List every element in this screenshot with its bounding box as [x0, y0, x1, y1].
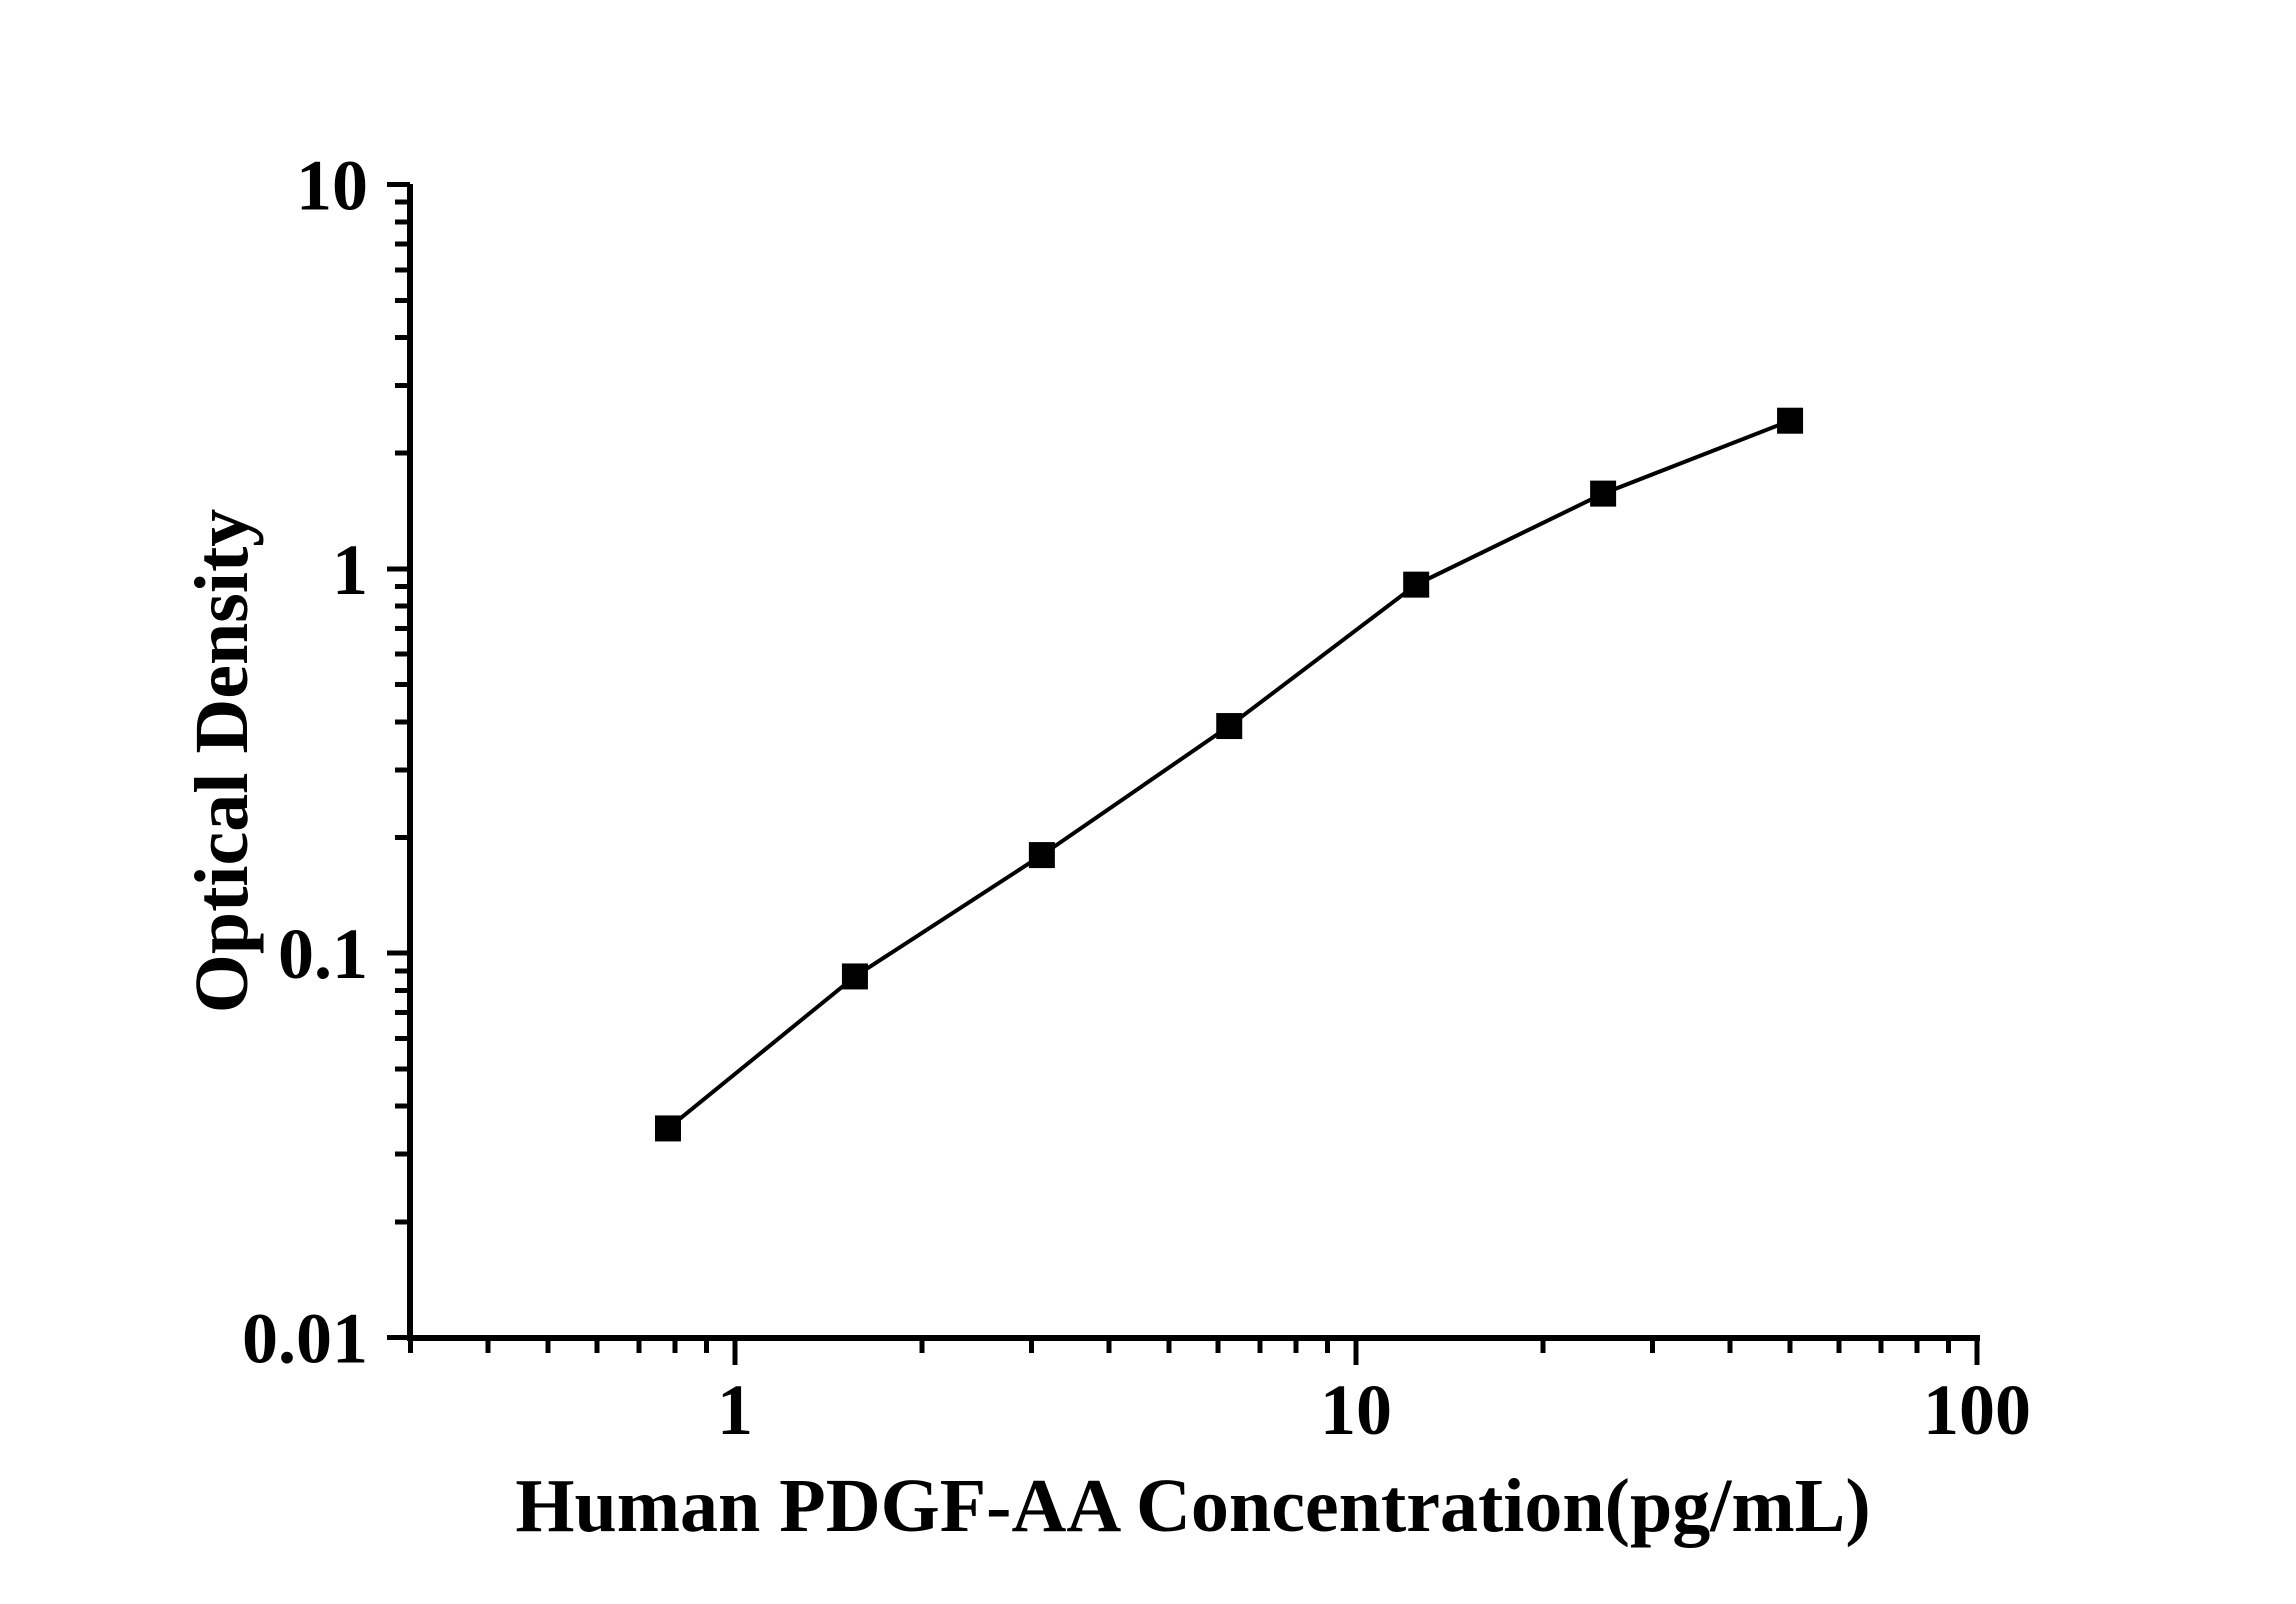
data-point-marker	[1590, 480, 1617, 507]
axes-layer: 1 10 100 0.01 0.1 1 10	[242, 146, 2031, 1450]
y-axis-title: Optical Density	[180, 509, 264, 1014]
y-axis-tick-label: 0.1	[278, 914, 368, 994]
x-axis-tick-label: 100	[1923, 1370, 2031, 1450]
curve-line	[666, 418, 1791, 1130]
x-axis-tick-label: 1	[717, 1370, 753, 1450]
y-axis-tick-label: 1	[332, 530, 368, 610]
data-point-marker	[654, 1115, 681, 1142]
y-axis-tick-label: 10	[296, 146, 368, 226]
data-point-marker	[1028, 842, 1055, 869]
x-axis-title: Human PDGF-AA Concentration(pg/mL)	[515, 1464, 1870, 1548]
data-point-marker	[1216, 713, 1243, 740]
x-axis-tick-label: 10	[1320, 1370, 1392, 1450]
data-point-marker	[1403, 571, 1430, 598]
data-point-marker	[841, 963, 868, 990]
curve-layer	[654, 407, 1804, 1142]
y-axis-tick-label: 0.01	[242, 1299, 368, 1379]
data-point-marker	[1777, 407, 1804, 434]
